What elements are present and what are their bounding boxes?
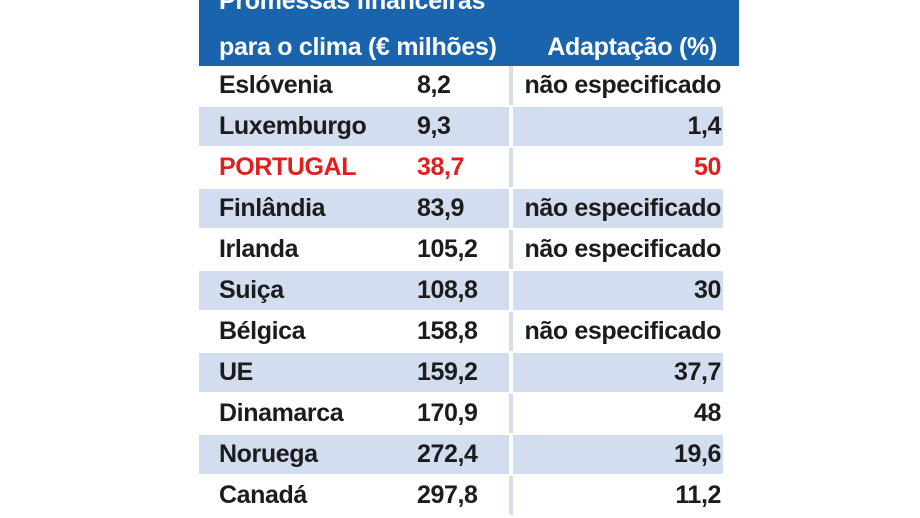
row-cell-country-value: Canadá 297,8	[199, 476, 513, 515]
country-label: Canadá	[219, 481, 307, 509]
row-right-gutter	[723, 148, 739, 187]
pledge-value: 108,8	[417, 276, 478, 304]
table-row: Bélgica 158,8 não especificado	[199, 312, 739, 353]
adaptation-value: não especificado	[524, 71, 722, 99]
adaptation-value: 19,6	[673, 440, 721, 468]
row-cell-adaptation: 37,7	[513, 353, 723, 392]
row-cell-adaptation: não especificado	[513, 189, 723, 228]
pledge-value: 170,9	[417, 399, 478, 427]
adaptation-value: 50	[693, 153, 721, 181]
table-row: PORTUGAL 38,7 50	[199, 148, 739, 189]
row-cell-country-value: UE 159,2	[199, 353, 513, 392]
adaptation-value: não especificado	[524, 194, 722, 222]
pledge-value: 8,2	[417, 71, 451, 99]
row-right-gutter	[723, 189, 739, 228]
row-right-gutter	[723, 353, 739, 392]
row-cell-adaptation: não especificado	[513, 312, 723, 351]
row-cell-country-value: Dinamarca 170,9	[199, 394, 513, 433]
pledge-value: 83,9	[417, 194, 465, 222]
header-adaptation-column: Adaptação (%)	[547, 33, 717, 61]
country-label: UE	[219, 358, 253, 386]
country-label: Bélgica	[219, 317, 306, 345]
country-label: Eslóvenia	[219, 71, 333, 99]
header-title-line1: Promessas financeiras	[219, 0, 486, 15]
adaptation-value: 37,7	[673, 358, 721, 386]
country-label: Irlanda	[219, 235, 299, 263]
adaptation-value: 48	[693, 399, 721, 427]
row-cell-country-value: Finlândia 83,9	[199, 189, 513, 228]
row-cell-country-value: PORTUGAL 38,7	[199, 148, 513, 187]
table-row: Canadá 297,8 11,2	[199, 476, 739, 517]
country-label: Finlândia	[219, 194, 326, 222]
country-label: Dinamarca	[219, 399, 344, 427]
pledge-value: 38,7	[417, 153, 465, 181]
row-cell-adaptation: não especificado	[513, 66, 723, 105]
row-cell-adaptation: não especificado	[513, 230, 723, 269]
adaptation-value: 30	[693, 276, 721, 304]
row-cell-adaptation: 11,2	[513, 476, 723, 515]
pledge-value: 159,2	[417, 358, 478, 386]
row-right-gutter	[723, 312, 739, 351]
pledge-value: 105,2	[417, 235, 478, 263]
pledge-value: 158,8	[417, 317, 478, 345]
table-body: Eslóvenia 8,2 não especificado Luxemburgo 9,…	[199, 66, 739, 517]
pledge-value: 297,8	[417, 481, 478, 509]
table-row: Irlanda 105,2 não especificado	[199, 230, 739, 271]
country-label: PORTUGAL	[219, 153, 357, 181]
pledge-value: 9,3	[417, 112, 451, 140]
row-right-gutter	[723, 66, 739, 105]
table-row: Suiça 108,8 30	[199, 271, 739, 312]
table-row: Noruega 272,4 19,6	[199, 435, 739, 476]
header-title-line2: para o clima (€ milhões)	[219, 33, 497, 61]
row-cell-country-value: Irlanda 105,2	[199, 230, 513, 269]
table-row: Luxemburgo 9,3 1,4	[199, 107, 739, 148]
country-label: Noruega	[219, 440, 318, 468]
country-label: Suiça	[219, 276, 284, 304]
climate-finance-table: Promessas financeiras para o clima (€ mi…	[199, 0, 739, 518]
row-cell-adaptation: 19,6	[513, 435, 723, 474]
adaptation-value: 1,4	[687, 112, 721, 140]
row-cell-country-value: Noruega 272,4	[199, 435, 513, 474]
row-right-gutter	[723, 435, 739, 474]
row-cell-country-value: Suiça 108,8	[199, 271, 513, 310]
row-cell-adaptation: 50	[513, 148, 723, 187]
table-row: Eslóvenia 8,2 não especificado	[199, 66, 739, 107]
pledge-value: 272,4	[417, 440, 478, 468]
adaptation-value: não especificado	[524, 317, 722, 345]
row-cell-adaptation: 30	[513, 271, 723, 310]
row-cell-adaptation: 48	[513, 394, 723, 433]
row-right-gutter	[723, 394, 739, 433]
table-row: Finlândia 83,9 não especificado	[199, 189, 739, 230]
adaptation-value: não especificado	[524, 235, 722, 263]
row-right-gutter	[723, 107, 739, 146]
table-header: Promessas financeiras para o clima (€ mi…	[199, 0, 739, 66]
row-cell-country-value: Luxemburgo 9,3	[199, 107, 513, 146]
table-row: Dinamarca 170,9 48	[199, 394, 739, 435]
table-row: UE 159,2 37,7	[199, 353, 739, 394]
row-right-gutter	[723, 271, 739, 310]
row-right-gutter	[723, 230, 739, 269]
row-cell-country-value: Bélgica 158,8	[199, 312, 513, 351]
adaptation-value: 11,2	[675, 481, 721, 509]
row-right-gutter	[723, 476, 739, 515]
row-cell-country-value: Eslóvenia 8,2	[199, 66, 513, 105]
row-cell-adaptation: 1,4	[513, 107, 723, 146]
country-label: Luxemburgo	[219, 112, 367, 140]
